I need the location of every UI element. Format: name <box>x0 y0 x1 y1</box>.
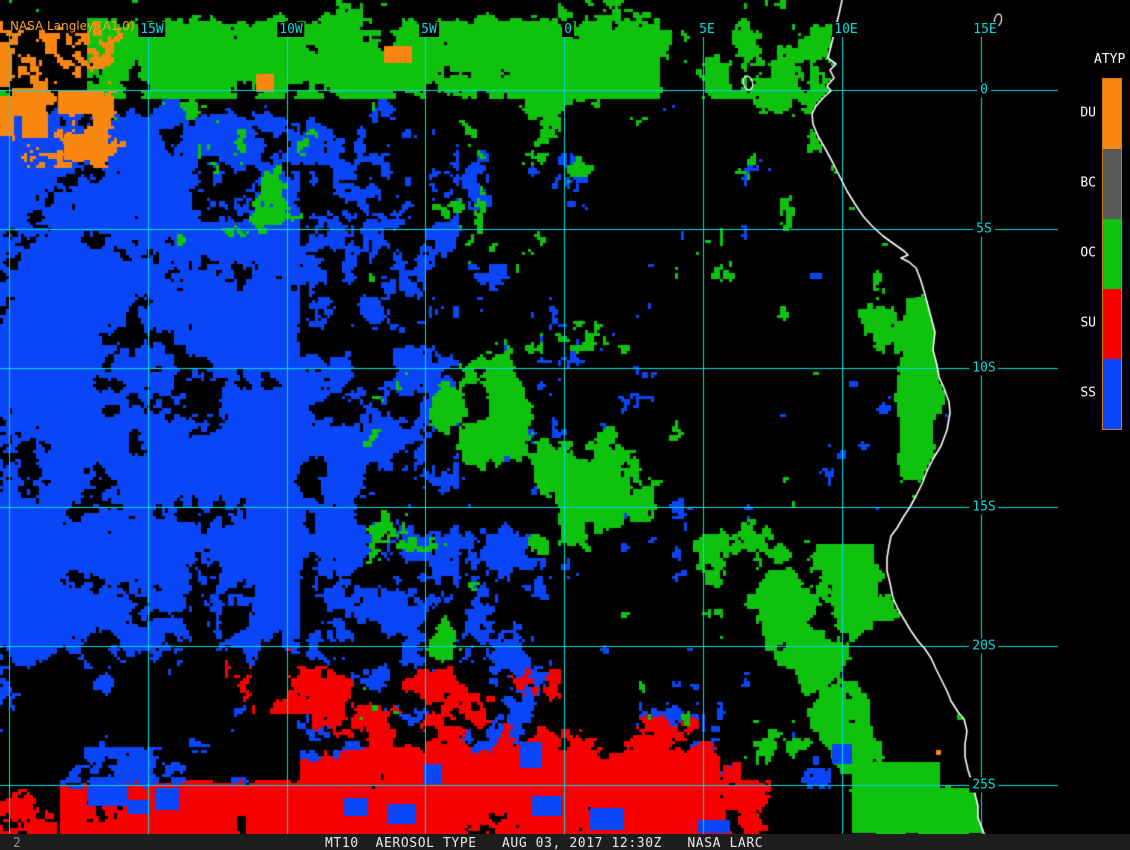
lon-label-15e: 15E <box>971 22 999 37</box>
lon-label-5e: 5E <box>697 22 717 37</box>
lat-label-20s: 20S <box>969 638 999 654</box>
legend-swatch-du <box>1103 79 1121 149</box>
legend-swatch-bc <box>1103 149 1121 219</box>
legend-label-du: DU <box>1080 105 1096 121</box>
legend-title: ATYP <box>1094 52 1126 67</box>
legend-swatch-ss <box>1103 359 1121 429</box>
lon-label-10w: 10W <box>277 22 305 37</box>
legend-swatch-su <box>1103 289 1121 359</box>
lat-label-25s: 25S <box>969 777 999 793</box>
legend-label-ss: SS <box>1080 385 1096 401</box>
legend-label-bc: BC <box>1080 175 1096 191</box>
lat-label-15s: 15S <box>969 499 999 515</box>
lon-label-0: 0 <box>562 22 574 37</box>
lat-label-5s: 5S <box>973 221 995 237</box>
lat-label-10s: 10S <box>969 360 999 376</box>
lon-label-10e: 10E <box>832 22 860 37</box>
corner-mark: 2 <box>13 836 21 850</box>
legend-label-su: SU <box>1080 315 1096 331</box>
caption: MT10 AEROSOL TYPE AUG 03, 2017 12:30Z NA… <box>325 836 764 850</box>
lon-label-5w: 5W <box>419 22 439 37</box>
footer-band <box>0 834 1130 850</box>
legend-colorbar <box>1102 78 1122 430</box>
lat-label-0: 0 <box>977 82 991 98</box>
legend-swatch-oc <box>1103 219 1121 289</box>
credit-label: NASA Langley (A1.0) <box>10 19 135 33</box>
legend-label-oc: OC <box>1080 245 1096 261</box>
lon-label-15w: 15W <box>138 22 166 37</box>
